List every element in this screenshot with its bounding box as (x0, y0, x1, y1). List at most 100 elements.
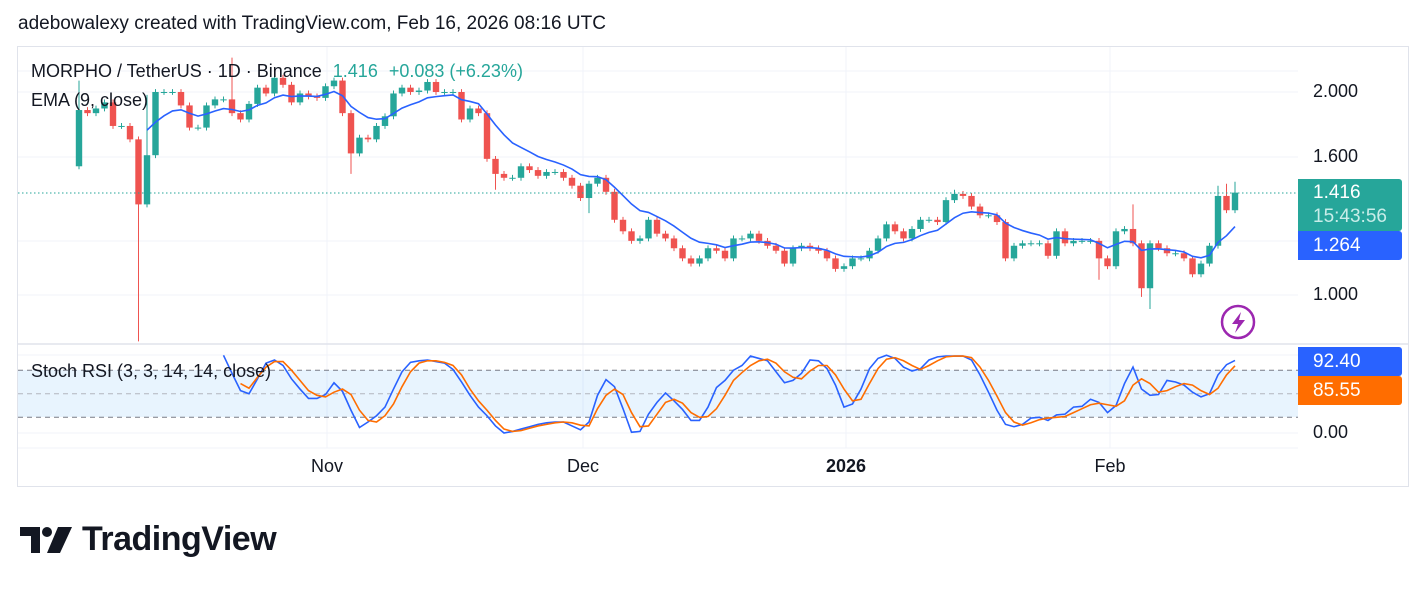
ema-legend[interactable]: EMA (9, close) (31, 90, 149, 110)
candle-body (143, 155, 151, 205)
candle (679, 245, 686, 262)
ema-value-tag: 1.264 (1298, 231, 1402, 260)
candle-body (823, 250, 831, 259)
candle-body (271, 77, 278, 94)
candle (1214, 185, 1222, 249)
ema-line (146, 90, 1236, 259)
candle-body (1087, 240, 1094, 242)
candle (483, 110, 491, 162)
candle-body (220, 99, 227, 101)
candle-body (279, 77, 287, 85)
price-tick: 1.000 (1313, 284, 1359, 304)
candle (670, 235, 678, 252)
candle (398, 84, 406, 97)
candle-body (917, 219, 924, 229)
candle-body (500, 173, 508, 178)
candle (832, 255, 839, 272)
candle (891, 221, 899, 235)
candle (611, 188, 618, 223)
candle (169, 89, 176, 95)
candle (152, 89, 159, 159)
candle (645, 216, 652, 242)
candle (135, 136, 142, 342)
candle (560, 169, 567, 181)
candle (959, 190, 967, 199)
candle (619, 216, 627, 235)
candle (1104, 255, 1111, 270)
candle-body (1146, 243, 1154, 289)
candle-body (1155, 243, 1162, 249)
candle-body (840, 266, 848, 269)
candle (203, 102, 210, 131)
time-tick: Dec (566, 456, 600, 476)
time-tick: Nov (310, 456, 344, 476)
candle-body (373, 125, 380, 140)
candle (92, 105, 100, 117)
candle-body (755, 233, 763, 241)
candle-body (245, 103, 253, 120)
candle (245, 100, 253, 123)
candle-body (390, 93, 397, 117)
candle-body (866, 250, 873, 259)
candle (568, 174, 576, 189)
candle-body (288, 84, 295, 103)
candle (687, 255, 695, 267)
candle (211, 96, 219, 109)
candle-body (849, 258, 856, 267)
candle (305, 90, 312, 100)
candle-body (237, 113, 244, 120)
candle-body (551, 171, 559, 173)
stoch-rsi-legend[interactable]: Stoch RSI (3, 3, 14, 14, close) (31, 361, 272, 381)
symbol-legend[interactable]: MORPHO / TetherUS · 1D · Binance 1.416 +… (31, 61, 523, 82)
candle-body (577, 185, 584, 199)
candle (1163, 245, 1171, 257)
candle-body (976, 206, 984, 216)
candle (381, 113, 389, 129)
candle (458, 89, 465, 123)
candle (713, 245, 720, 254)
candle (118, 123, 125, 129)
candle-body (1197, 263, 1205, 275)
candle-body (194, 127, 202, 129)
candle (874, 235, 882, 254)
stoch-k-tag: 92.40 (1298, 347, 1402, 376)
candle (1061, 228, 1069, 247)
candle-body (262, 87, 270, 94)
candle-body (568, 177, 576, 186)
candle-body (908, 228, 916, 239)
candle-body (203, 105, 210, 128)
lightning-icon[interactable] (1220, 304, 1256, 340)
candle-body (721, 250, 729, 259)
candle-body (424, 81, 431, 91)
candle-body (169, 92, 176, 93)
candle-body (1214, 195, 1222, 246)
candle-body (687, 258, 695, 264)
candle (883, 221, 890, 242)
stoch-tick: 0.00 (1313, 422, 1349, 442)
candle (1053, 228, 1060, 259)
candle-body (1027, 243, 1035, 245)
candle-body (832, 258, 839, 269)
candle-body (900, 231, 907, 239)
candle-body (653, 219, 661, 234)
candle-body (883, 224, 890, 239)
candle-body (483, 113, 491, 159)
candle-body (636, 238, 644, 241)
candle-body (534, 170, 542, 176)
candle-body (211, 99, 219, 106)
candle-body (891, 224, 899, 232)
candle (432, 79, 440, 95)
candle-body (441, 92, 448, 93)
candle-body (296, 93, 304, 103)
candle-body (152, 92, 159, 156)
tradingview-logo[interactable]: TradingView (20, 520, 277, 559)
candle-body (449, 92, 457, 93)
candle-body (517, 166, 525, 178)
symbol-title[interactable]: MORPHO / TetherUS · 1D · Binance (31, 61, 322, 81)
candle-body (1070, 240, 1077, 244)
candle-body (160, 92, 168, 93)
candle (220, 96, 227, 103)
candle (585, 180, 593, 214)
candle (262, 84, 270, 97)
